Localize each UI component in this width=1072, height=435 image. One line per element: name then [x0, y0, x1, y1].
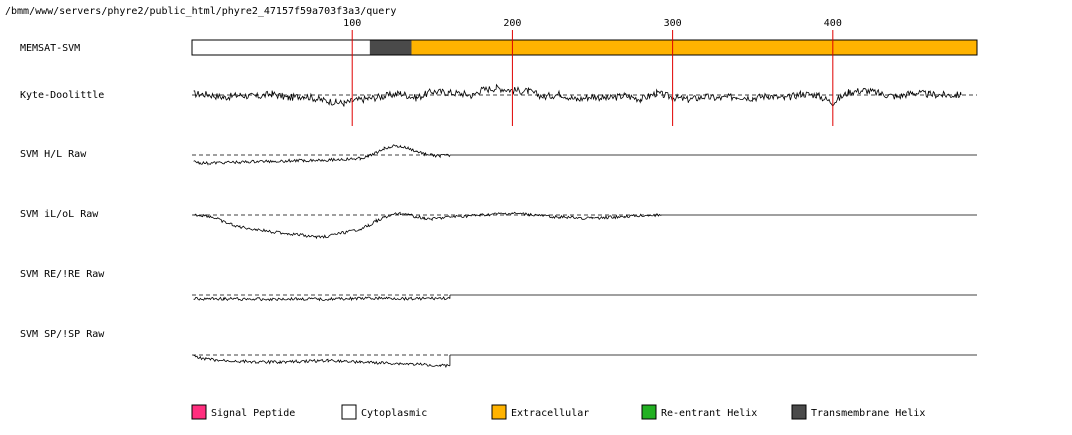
track-label-svm: SVM SP/!SP Raw	[20, 329, 105, 340]
x-axis-ticks: 100 200 300 400	[343, 18, 842, 29]
legend-label: Transmembrane Helix	[811, 408, 925, 419]
legend-swatch	[641, 404, 657, 420]
track-label-svm: SVM iL/oL Raw	[20, 209, 99, 220]
svm-track-profile	[193, 295, 451, 302]
x-tick-label: 300	[664, 18, 682, 29]
legend-label: Re-entrant Helix	[661, 408, 757, 419]
memsat-bar-outline	[191, 39, 978, 56]
x-tick-label: 100	[343, 18, 361, 29]
legend-swatch	[341, 404, 357, 420]
track-rows: Kyte-Doolittle SVM H/L Raw SVM iL/oL Raw SV…	[20, 83, 977, 368]
track-label-memsat: MEMSAT-SVM	[20, 43, 80, 54]
memsat-bar: MEMSAT-SVM	[20, 39, 978, 56]
query-path: /bmm/www/servers/phyre2/public_html/phyr…	[5, 6, 396, 17]
position-gridlines	[351, 30, 834, 126]
memsat-segment	[369, 40, 414, 55]
track-label-kyte-doolittle: Kyte-Doolittle	[20, 90, 104, 101]
legend-label: Cytoplasmic	[361, 408, 427, 419]
legend-swatch	[491, 404, 507, 420]
kyte-doolittle-profile	[193, 83, 962, 107]
x-tick-label: 200	[503, 18, 521, 29]
memsat-segment	[192, 40, 372, 55]
svm-track-profile	[193, 211, 662, 240]
memsat-segment	[411, 40, 977, 55]
legend-swatch	[191, 404, 207, 420]
svm-track-profile	[193, 144, 451, 166]
x-tick-label: 400	[824, 18, 842, 29]
legend-swatch	[791, 404, 807, 420]
svm-track-profile	[193, 355, 450, 368]
legend-label: Extracellular	[511, 408, 589, 419]
track-label-svm: SVM RE/!RE Raw	[20, 269, 105, 280]
legend-label: Signal Peptide	[211, 408, 295, 419]
legend: Signal Peptide Cytoplasmic Extracellular Re…	[191, 404, 925, 420]
track-label-svm: SVM H/L Raw	[20, 149, 87, 160]
